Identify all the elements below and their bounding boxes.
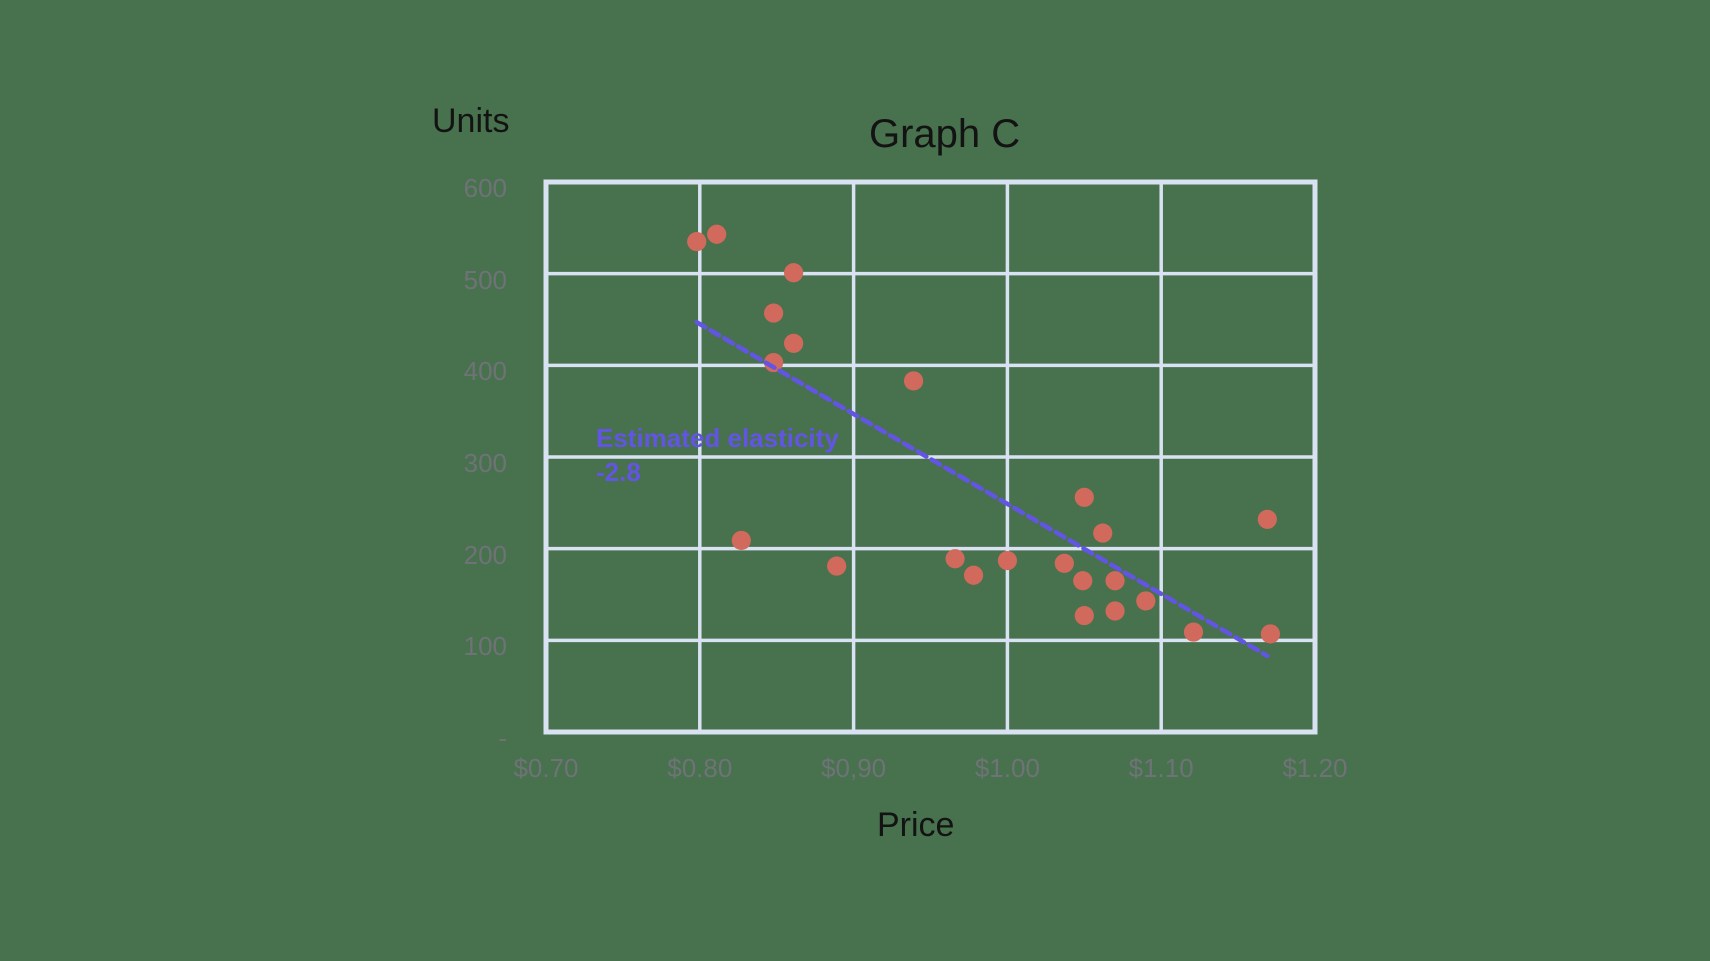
x-tick-label: $1.20	[1282, 753, 1348, 783]
y-axis-title: Units	[432, 102, 510, 140]
elasticity-annotation: Estimated elasticity -2.8	[596, 421, 839, 489]
scatter-point	[1136, 591, 1156, 611]
scatter-point	[784, 333, 804, 353]
scatter-point	[1257, 509, 1277, 529]
scatter-point	[1074, 487, 1094, 507]
trend-line	[694, 320, 1270, 659]
scatter-point	[1073, 571, 1093, 591]
scatter-point	[1074, 605, 1094, 626]
scatter-point	[963, 565, 984, 585]
x-tick-label: $0.80	[667, 753, 733, 783]
scatter-point	[1183, 622, 1204, 642]
x-tick-label: $1.10	[1128, 753, 1194, 783]
scatter-point	[764, 352, 784, 373]
scatter-point	[1260, 624, 1280, 644]
scatter-point	[997, 550, 1018, 571]
y-tick-label: -	[498, 723, 507, 753]
y-tick-label: 500	[463, 264, 507, 295]
scatter-point	[945, 549, 965, 569]
scatter-point	[1105, 571, 1125, 591]
plot-border	[543, 179, 1318, 735]
scatter-point	[784, 263, 804, 283]
scatter-point	[764, 303, 784, 323]
annotation-value: -2.8	[596, 457, 641, 487]
scatter-point	[731, 530, 751, 551]
y-tick-label: 300	[463, 448, 507, 478]
y-tick-label: 600	[463, 173, 507, 203]
x-tick-label: $1.00	[974, 753, 1040, 783]
chart-title: Graph C	[869, 112, 1021, 156]
scatter-point	[707, 224, 727, 244]
y-tick-label: 200	[463, 539, 507, 570]
scatter-point	[1093, 523, 1113, 543]
x-axis-title: Price	[877, 806, 955, 844]
y-tick-label: 100	[463, 631, 507, 662]
scatter-point	[827, 556, 847, 576]
scatter-point	[687, 231, 707, 252]
x-tick-label: $0.70	[513, 753, 579, 783]
scatter-point	[903, 371, 924, 391]
y-tick-label: 400	[463, 356, 507, 387]
annotation-text: Estimated elasticity	[596, 423, 839, 453]
scatter-point	[1105, 601, 1125, 621]
scatter-point	[1054, 553, 1074, 573]
x-tick-label: $0,90	[821, 753, 887, 783]
